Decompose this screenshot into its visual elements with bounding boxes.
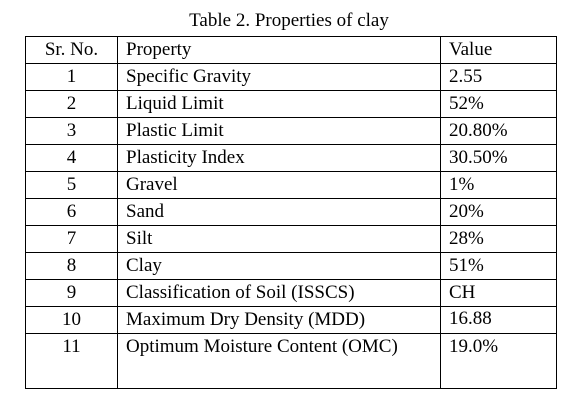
table-cell: 20.80% (449, 120, 508, 141)
cell: Silt (117, 225, 441, 253)
cell: 3 (25, 117, 118, 145)
table-cell: CH (449, 282, 476, 303)
cell: Liquid Limit (117, 90, 441, 118)
table-row: 11 Optimum Moisture Content (OMC) 19.0% (25, 333, 557, 389)
table-cell: 16.88 kN/m3 (449, 308, 502, 332)
cell: 7 (25, 225, 118, 253)
table-cell: 51% (449, 255, 484, 276)
cell: 20% (440, 198, 557, 226)
table-row: 1 Specific Gravity 2.55 (25, 63, 557, 91)
cell: Optimum Moisture Content (OMC) (117, 333, 441, 389)
table-cell: Optimum Moisture Content (OMC) (126, 336, 398, 357)
header-cell: Value (440, 36, 557, 64)
table-row: 2 Liquid Limit 52% (25, 90, 557, 118)
cell: Plastic Limit (117, 117, 441, 145)
cell: 19.0% (440, 333, 557, 389)
table-cell: 9 (66, 282, 77, 303)
cell: 52% (440, 90, 557, 118)
table-row: 5 Gravel 1% (25, 171, 557, 199)
cell: Classification of Soil (ISSCS) (117, 279, 441, 307)
table-cell: 5 (66, 174, 77, 195)
table-cell: Liquid Limit (126, 93, 224, 114)
table-cell: Clay (126, 255, 162, 276)
cell: 9 (25, 279, 118, 307)
table-row: 10 Maximum Dry Density (MDD) 16.88 kN/m3 (25, 306, 557, 334)
cell: 2.55 (440, 63, 557, 91)
table-cell: 30.50% (449, 147, 508, 168)
table-row: 4 Plasticity Index 30.50% (25, 144, 557, 172)
cell: 16.88 kN/m3 (440, 306, 557, 334)
cell: Plasticity Index (117, 144, 441, 172)
cell: 1 (25, 63, 118, 91)
table-row: 6 Sand 20% (25, 198, 557, 226)
cell: Sand (117, 198, 441, 226)
cell: 6 (25, 198, 118, 226)
table-cell: Classification of Soil (ISSCS) (126, 282, 355, 303)
table-cell: 19.0% (449, 336, 499, 357)
table-body: 1 Specific Gravity 2.55 2 Liquid Limit 52% 3 Pl… (25, 63, 557, 389)
table-cell: Sand (126, 201, 164, 222)
table-cell: Silt (126, 228, 153, 249)
table-cell: 2 (66, 93, 77, 114)
cell: 20.80% (440, 117, 557, 145)
table-cell: Maximum Dry Density (MDD) (126, 309, 366, 330)
cell: CH (440, 279, 557, 307)
table-cell: Plasticity Index (126, 147, 245, 168)
table-cell: 28% (449, 228, 484, 249)
table-cell: 2.55 (449, 66, 483, 87)
cell: 8 (25, 252, 118, 280)
cell: 28% (440, 225, 557, 253)
cell: 11 (25, 333, 118, 389)
table-cell: 6 (66, 201, 77, 222)
header-cell: Sr. No. (25, 36, 118, 64)
table-cell: 7 (66, 228, 77, 249)
cell: 2 (25, 90, 118, 118)
table-cell: Specific Gravity (126, 66, 252, 87)
cell: Maximum Dry Density (MDD) (117, 306, 441, 334)
table-row: 7 Silt 28% (25, 225, 557, 253)
cell: Clay (117, 252, 441, 280)
table-cell: 3 (66, 120, 77, 141)
table-cell: 11 (62, 336, 81, 357)
cell: 5 (25, 171, 118, 199)
table-cell: 20% (449, 201, 484, 222)
cell: 30.50% (440, 144, 557, 172)
header-cell: Property (117, 36, 441, 64)
table-cell: Plastic Limit (126, 120, 224, 141)
table-cell: 8 (66, 255, 77, 276)
table-cell: 52% (449, 93, 484, 114)
header-row: Sr. No. Property Value (25, 36, 557, 64)
table-cell: Gravel (126, 174, 178, 195)
table-cell: 4 (66, 147, 77, 168)
cell: 10 (25, 306, 118, 334)
properties-table: Sr. No. Property Value 1 Specific Gravity… (25, 36, 557, 389)
table-cell: 1% (449, 174, 475, 195)
cell: 51% (440, 252, 557, 280)
cell: Gravel (117, 171, 441, 199)
table-row: 8 Clay 51% (25, 252, 557, 280)
table-cell: 10 (62, 309, 81, 330)
cell: Specific Gravity (117, 63, 441, 91)
table-row: 9 Classification of Soil (ISSCS) CH (25, 279, 557, 307)
cell: 4 (25, 144, 118, 172)
table-title: Table 2. Properties of clay (189, 10, 389, 31)
table-cell: 1 (66, 66, 77, 87)
table-row: 3 Plastic Limit 20.80% (25, 117, 557, 145)
cell: 1% (440, 171, 557, 199)
